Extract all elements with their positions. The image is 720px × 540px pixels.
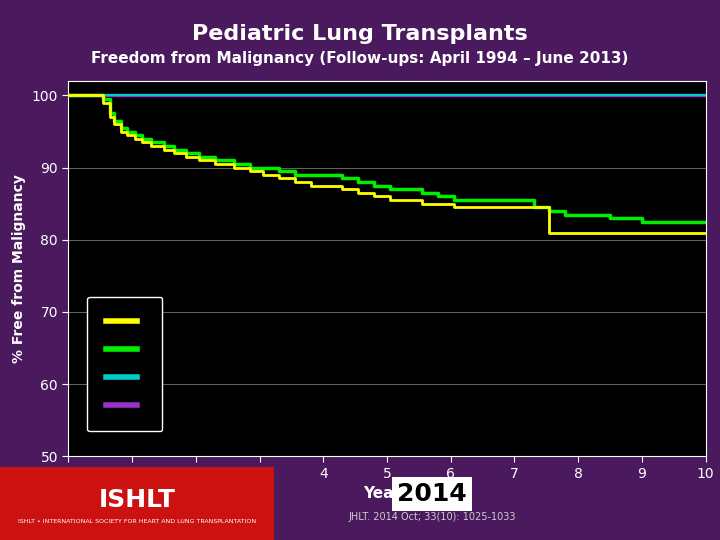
Y-axis label: % Free from Malignancy: % Free from Malignancy [12,174,26,363]
Text: Freedom from Malignancy (Follow-ups: April 1994 – June 2013): Freedom from Malignancy (Follow-ups: Apr… [91,51,629,66]
Text: ISHLT: ISHLT [99,488,175,511]
Legend: , , , : , , , [87,297,163,431]
Text: Pediatric Lung Transplants: Pediatric Lung Transplants [192,24,528,44]
Text: 2014: 2014 [397,482,467,505]
X-axis label: Years: Years [364,487,410,501]
Bar [0,467,274,540]
Text: ISHLT • INTERNATIONAL SOCIETY FOR HEART AND LUNG TRANSPLANTATION: ISHLT • INTERNATIONAL SOCIETY FOR HEART … [18,519,256,524]
Text: JHLT. 2014 Oct; 33(10): 1025-1033: JHLT. 2014 Oct; 33(10): 1025-1033 [348,512,516,522]
